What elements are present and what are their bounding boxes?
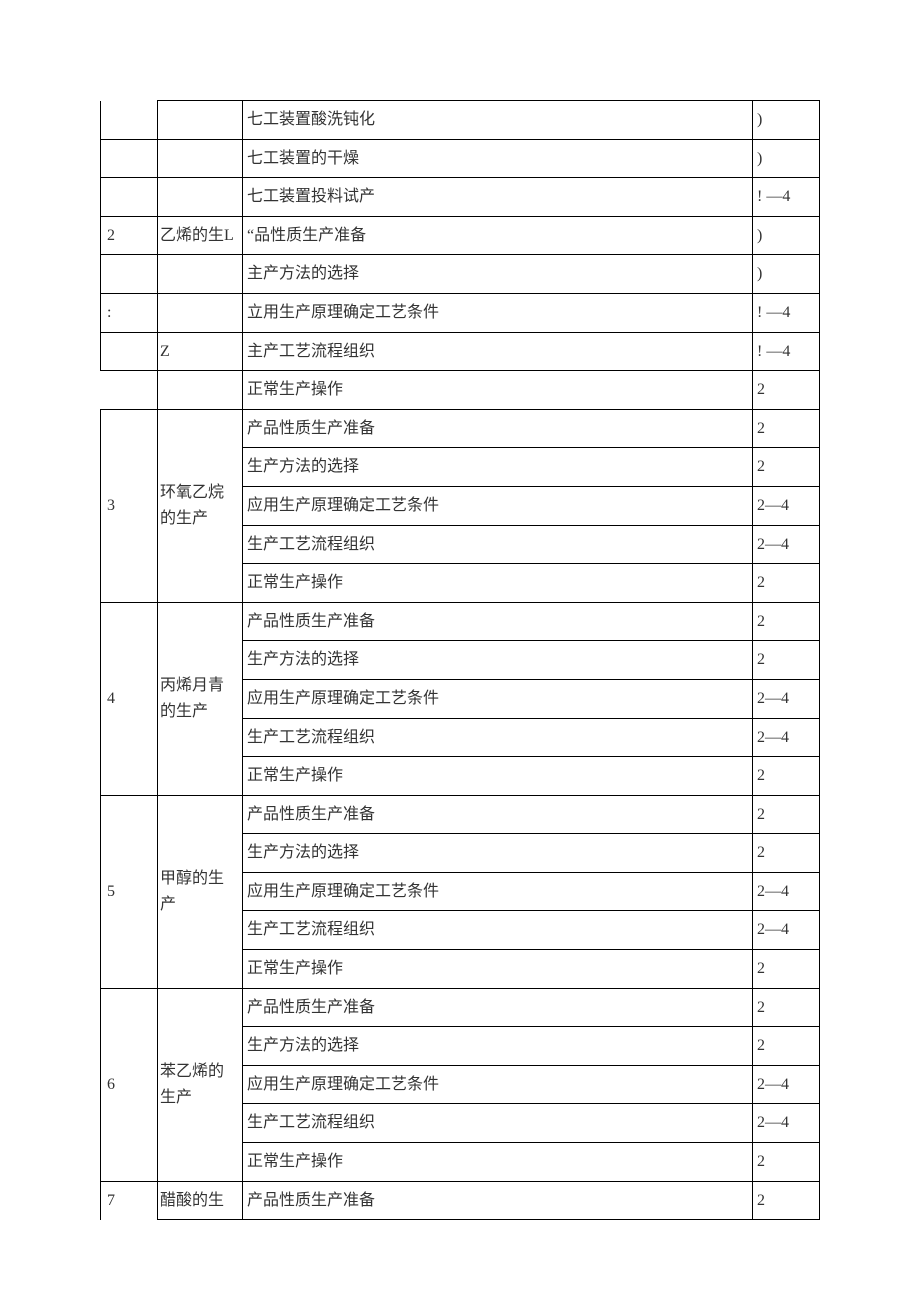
row-index	[101, 101, 158, 140]
row-hours: 2	[753, 564, 820, 603]
table-row: 正常生产操作2	[101, 371, 820, 410]
row-content: 产品性质生产准备	[243, 988, 753, 1027]
table-row: 七工装置投料试产! —4	[101, 178, 820, 217]
row-hours: 2—4	[753, 872, 820, 911]
row-index	[101, 255, 158, 294]
row-hours: 2	[753, 950, 820, 989]
row-content: 生产方法的选择	[243, 448, 753, 487]
row-content: 正常生产操作	[243, 1143, 753, 1182]
row-index: 5	[101, 795, 158, 988]
row-hours: )	[753, 216, 820, 255]
row-hours: ! —4	[753, 332, 820, 371]
row-index: :	[101, 293, 158, 332]
row-hours: )	[753, 139, 820, 178]
row-hours: 2—4	[753, 525, 820, 564]
row-content: 生产工艺流程组织	[243, 1104, 753, 1143]
row-topic	[158, 139, 243, 178]
row-hours: 2	[753, 602, 820, 641]
course-outline-table: 七工装置酸洗钝化)七工装置的干燥)七工装置投料试产! —42乙烯的生L“品性质生…	[100, 100, 820, 1220]
row-hours: 2—4	[753, 911, 820, 950]
row-content: 应用生产原理确定工艺条件	[243, 486, 753, 525]
row-topic	[158, 371, 243, 410]
row-index	[101, 332, 158, 371]
row-content: 应用生产原理确定工艺条件	[243, 679, 753, 718]
row-hours: 2	[753, 1027, 820, 1066]
table-row: Z主产工艺流程组织! —4	[101, 332, 820, 371]
table-row: 七工装置酸洗钝化)	[101, 101, 820, 140]
row-content: 应用生产原理确定工艺条件	[243, 1065, 753, 1104]
row-hours: 2—4	[753, 718, 820, 757]
row-index: 4	[101, 602, 158, 795]
row-index	[101, 178, 158, 217]
table-row: 5甲醇的生产产品性质生产准备2	[101, 795, 820, 834]
row-topic	[158, 178, 243, 217]
row-hours: 2—4	[753, 679, 820, 718]
row-content: 七工装置酸洗钝化	[243, 101, 753, 140]
row-topic: 甲醇的生产	[158, 795, 243, 988]
row-hours: 2	[753, 988, 820, 1027]
row-index: 7	[101, 1181, 158, 1220]
row-content: 生产工艺流程组织	[243, 525, 753, 564]
row-topic: 环氧乙烷的生产	[158, 409, 243, 602]
row-hours: 2—4	[753, 1104, 820, 1143]
row-hours: 2	[753, 834, 820, 873]
row-content: 生产工艺流程组织	[243, 718, 753, 757]
row-content: 应用生产原理确定工艺条件	[243, 872, 753, 911]
row-content: 产品性质生产准备	[243, 795, 753, 834]
row-content: 正常生产操作	[243, 564, 753, 603]
row-content: “品性质生产准备	[243, 216, 753, 255]
row-topic	[158, 255, 243, 294]
row-content: 主产工艺流程组织	[243, 332, 753, 371]
row-topic	[158, 293, 243, 332]
table-row: 7醋酸的生产品性质生产准备2	[101, 1181, 820, 1220]
table-row: : 立用生产原理确定工艺条件! —4	[101, 293, 820, 332]
row-content: 正常生产操作	[243, 371, 753, 410]
row-index	[101, 139, 158, 178]
row-hours: 2—4	[753, 486, 820, 525]
row-index: 6	[101, 988, 158, 1181]
row-hours: 2	[753, 641, 820, 680]
table-row: 3环氧乙烷的生产产品性质生产准备2	[101, 409, 820, 448]
row-content: 正常生产操作	[243, 950, 753, 989]
row-hours: )	[753, 101, 820, 140]
row-content: 生产方法的选择	[243, 1027, 753, 1066]
row-topic: Z	[158, 332, 243, 371]
row-topic: 丙烯月青的生产	[158, 602, 243, 795]
table-row: 主产方法的选择)	[101, 255, 820, 294]
table-row: 6苯乙烯的生产产品性质生产准备2	[101, 988, 820, 1027]
row-index	[101, 371, 158, 410]
row-hours: 2—4	[753, 1065, 820, 1104]
row-content: 生产工艺流程组织	[243, 911, 753, 950]
row-topic: 乙烯的生L	[158, 216, 243, 255]
row-content: 七工装置投料试产	[243, 178, 753, 217]
row-hours: 2	[753, 409, 820, 448]
row-content: 主产方法的选择	[243, 255, 753, 294]
row-hours: 2	[753, 1143, 820, 1182]
row-content: 生产方法的选择	[243, 641, 753, 680]
row-hours: )	[753, 255, 820, 294]
row-hours: 2	[753, 371, 820, 410]
row-index: 2	[101, 216, 158, 255]
row-topic: 苯乙烯的生产	[158, 988, 243, 1181]
row-index: 3	[101, 409, 158, 602]
table-row: 4丙烯月青的生产产品性质生产准备2	[101, 602, 820, 641]
row-hours: 2	[753, 757, 820, 796]
row-topic	[158, 101, 243, 140]
row-hours: ! —4	[753, 293, 820, 332]
row-content: 产品性质生产准备	[243, 1181, 753, 1220]
row-topic: 醋酸的生	[158, 1181, 243, 1220]
row-content: 产品性质生产准备	[243, 409, 753, 448]
row-content: 生产方法的选择	[243, 834, 753, 873]
row-content: 七工装置的干燥	[243, 139, 753, 178]
row-hours: 2	[753, 795, 820, 834]
row-hours: 2	[753, 448, 820, 487]
row-content: 正常生产操作	[243, 757, 753, 796]
row-content: 立用生产原理确定工艺条件	[243, 293, 753, 332]
table-row: 2乙烯的生L“品性质生产准备)	[101, 216, 820, 255]
row-hours: 2	[753, 1181, 820, 1220]
table-row: 七工装置的干燥)	[101, 139, 820, 178]
row-content: 产品性质生产准备	[243, 602, 753, 641]
row-hours: ! —4	[753, 178, 820, 217]
